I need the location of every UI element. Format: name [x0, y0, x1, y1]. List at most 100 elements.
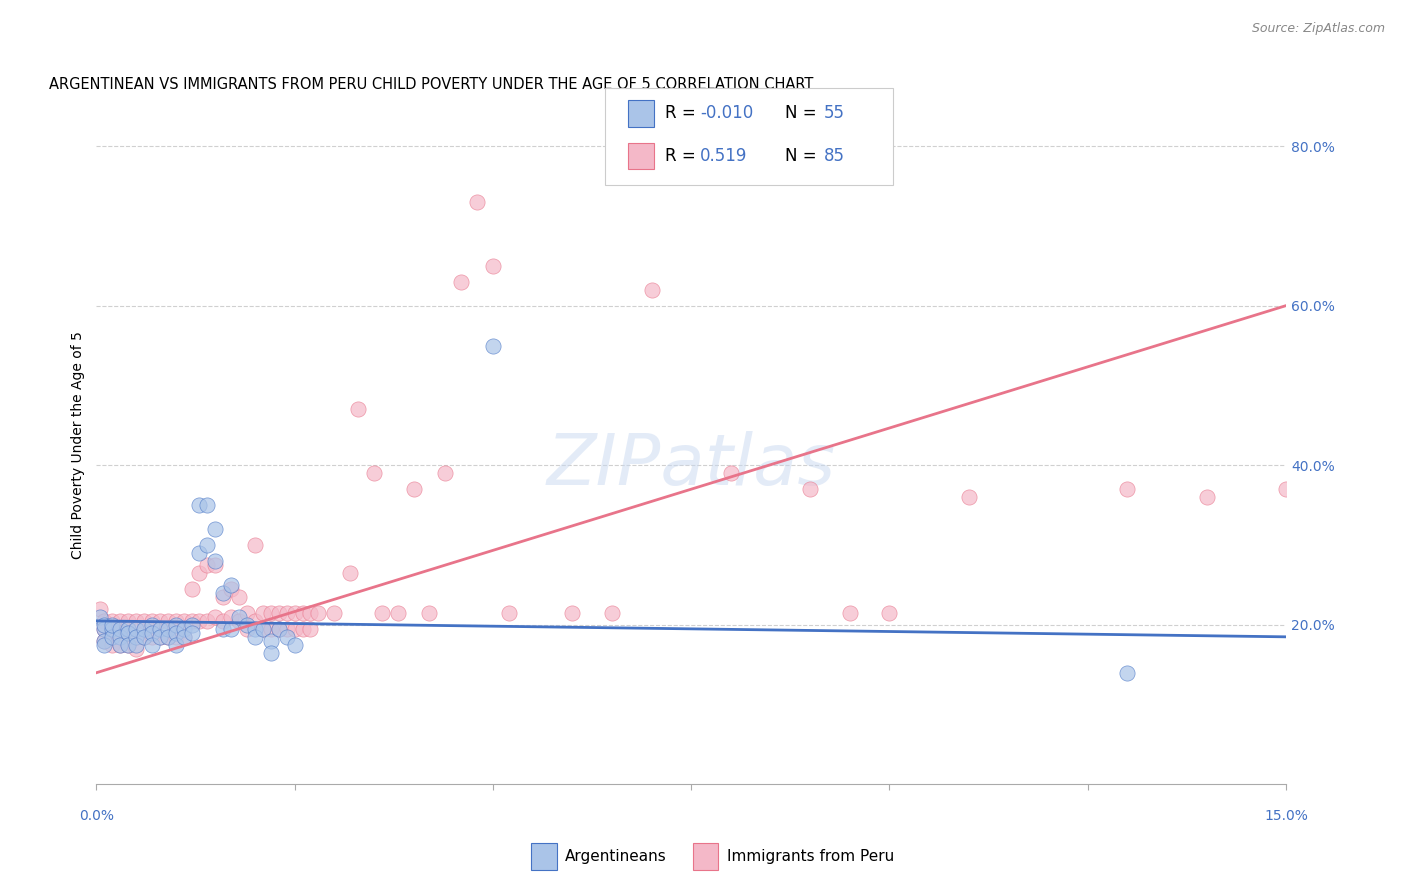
- Point: [204, 610, 226, 624]
- Point: [197, 498, 219, 512]
- Point: [450, 275, 472, 289]
- Point: [108, 625, 131, 640]
- Point: [799, 482, 821, 496]
- Point: [165, 630, 187, 644]
- Point: [108, 614, 131, 628]
- Point: [180, 625, 202, 640]
- Text: R =: R =: [665, 104, 696, 122]
- Point: [117, 622, 139, 636]
- Point: [149, 630, 172, 644]
- Text: Argentineans: Argentineans: [565, 849, 666, 863]
- Point: [482, 259, 505, 273]
- Point: [418, 606, 440, 620]
- Point: [117, 625, 139, 640]
- Point: [141, 625, 163, 640]
- Point: [1116, 665, 1139, 680]
- Point: [125, 614, 148, 628]
- Point: [108, 622, 131, 636]
- Point: [117, 638, 139, 652]
- Point: [1275, 482, 1298, 496]
- Point: [197, 614, 219, 628]
- Point: [165, 618, 187, 632]
- Point: [117, 638, 139, 652]
- Point: [197, 558, 219, 572]
- Point: [141, 618, 163, 632]
- Text: 85: 85: [824, 147, 845, 165]
- Point: [101, 625, 124, 640]
- Point: [482, 338, 505, 352]
- Text: R =: R =: [665, 147, 696, 165]
- Point: [720, 467, 742, 481]
- Point: [156, 630, 179, 644]
- Point: [165, 614, 187, 628]
- Text: N =: N =: [785, 147, 815, 165]
- Point: [89, 602, 111, 616]
- Point: [188, 546, 211, 560]
- Point: [93, 622, 115, 636]
- Point: [323, 606, 346, 620]
- Point: [149, 614, 172, 628]
- Point: [879, 606, 901, 620]
- Point: [93, 633, 115, 648]
- Point: [180, 582, 202, 596]
- Point: [108, 638, 131, 652]
- Point: [165, 638, 187, 652]
- Point: [173, 630, 195, 644]
- Point: [132, 630, 155, 644]
- Point: [284, 622, 307, 636]
- Point: [125, 638, 148, 652]
- Point: [307, 606, 329, 620]
- Point: [180, 614, 202, 628]
- Point: [197, 538, 219, 552]
- Point: [93, 618, 115, 632]
- Point: [204, 558, 226, 572]
- Point: [101, 622, 124, 636]
- Text: ARGENTINEAN VS IMMIGRANTS FROM PERU CHILD POVERTY UNDER THE AGE OF 5 CORRELATION: ARGENTINEAN VS IMMIGRANTS FROM PERU CHIL…: [49, 78, 813, 93]
- Point: [228, 610, 250, 624]
- Point: [188, 614, 211, 628]
- Point: [93, 638, 115, 652]
- Point: [165, 625, 187, 640]
- Point: [132, 630, 155, 644]
- Point: [125, 630, 148, 644]
- Point: [299, 606, 322, 620]
- Point: [243, 614, 266, 628]
- Point: [267, 606, 290, 620]
- Point: [228, 590, 250, 604]
- Point: [108, 630, 131, 644]
- Point: [212, 614, 235, 628]
- Point: [173, 614, 195, 628]
- Point: [371, 606, 394, 620]
- Point: [291, 622, 314, 636]
- Point: [125, 630, 148, 644]
- Text: ZIPatlas: ZIPatlas: [547, 431, 835, 500]
- Point: [141, 614, 163, 628]
- Point: [117, 625, 139, 640]
- Point: [402, 482, 425, 496]
- Point: [243, 622, 266, 636]
- Point: [149, 622, 172, 636]
- Y-axis label: Child Poverty Under the Age of 5: Child Poverty Under the Age of 5: [72, 331, 86, 559]
- Point: [260, 646, 283, 660]
- Point: [149, 630, 172, 644]
- Point: [89, 610, 111, 624]
- Point: [141, 630, 163, 644]
- Point: [212, 586, 235, 600]
- Point: [267, 622, 290, 636]
- Point: [267, 622, 290, 636]
- Point: [347, 402, 370, 417]
- Point: [204, 554, 226, 568]
- Point: [600, 606, 623, 620]
- Point: [212, 622, 235, 636]
- Point: [276, 606, 298, 620]
- Point: [236, 606, 259, 620]
- Point: [101, 638, 124, 652]
- Point: [260, 606, 283, 620]
- Point: [957, 490, 980, 504]
- Point: [188, 498, 211, 512]
- Point: [93, 622, 115, 636]
- Point: [188, 566, 211, 580]
- Point: [125, 641, 148, 656]
- Text: Source: ZipAtlas.com: Source: ZipAtlas.com: [1251, 22, 1385, 36]
- Text: 55: 55: [824, 104, 845, 122]
